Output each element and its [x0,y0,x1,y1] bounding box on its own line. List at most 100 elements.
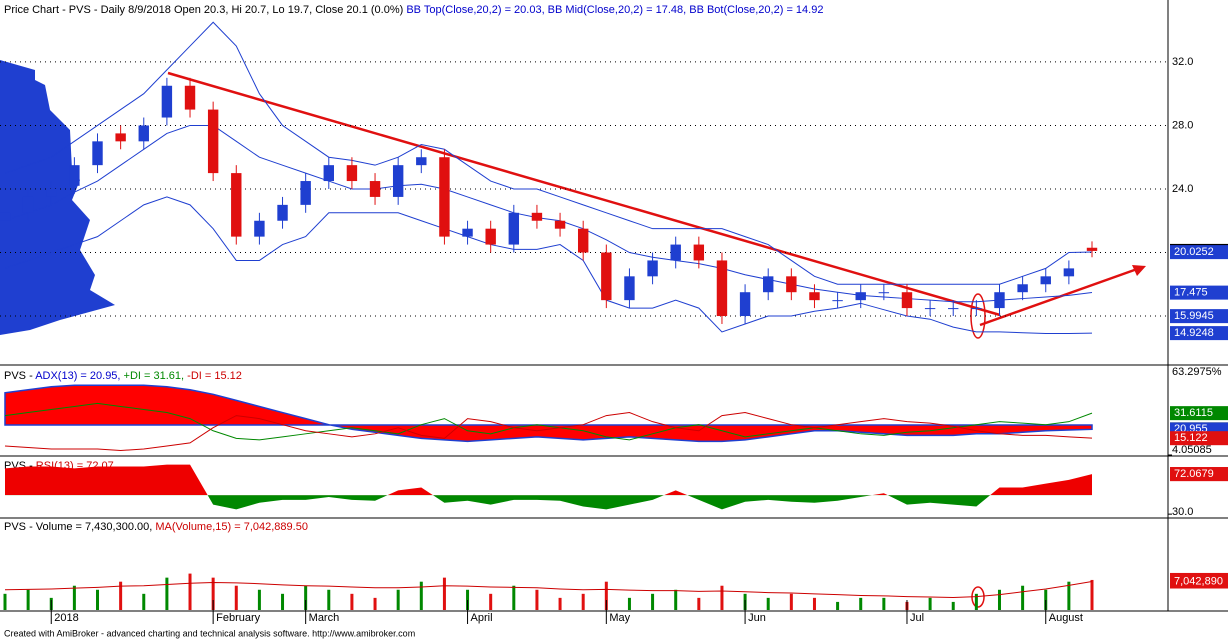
candle-body [161,85,173,118]
volume-bar [512,585,516,610]
volume-bar [304,585,308,610]
volume-bar [951,601,955,610]
volume-bar [419,581,423,610]
value-marker [1170,309,1228,324]
candle-body [207,109,219,174]
volume-bar [257,589,261,610]
trend-arrow [979,266,1141,327]
volume-bar [396,589,400,610]
volume-bar [489,593,493,610]
volume-bar [96,589,100,610]
candle-body [1086,247,1098,251]
trend-line [167,71,1001,317]
candle-body [115,133,126,142]
candle-body [994,292,1005,309]
volume-bar [1044,589,1048,610]
candle-body [184,85,196,110]
candle-body [300,181,311,205]
volume-bar [3,593,7,610]
volume-bar [26,589,30,610]
rsi-area-down [5,495,1092,510]
volume-bar [119,581,123,610]
header-part: BB Top(Close,20,2) = 20.03, BB Mid(Close… [406,4,823,16]
volume-bar [281,593,285,610]
candle-body [22,196,34,213]
value-marker [1170,245,1228,260]
volume-bar [211,577,215,610]
volume-bar [1067,581,1071,610]
candle-body [924,308,936,310]
candle-body [1017,284,1028,293]
panel-header: PVS - ADX(13) = 20.95, +DI = 31.61, -DI … [4,370,242,382]
volume-bar [859,597,863,610]
candle-body [277,204,288,221]
volume-bar [882,597,886,610]
candle-body [786,276,797,293]
value-marker [1170,574,1228,589]
candle-body [0,212,11,221]
candle-body [948,308,959,310]
candle-body [231,173,242,237]
volume-bar [466,589,470,610]
header-part: PVS - Volume = 7,430,300.00, [4,521,155,533]
volume-profile [0,60,115,335]
volume-bar [234,585,238,610]
value-marker-label: 15.122 [1174,432,1208,444]
volume-bar [997,589,1001,610]
candle-body [693,244,705,261]
value-marker-label: 31.6115 [1174,407,1213,419]
y-tick-label: 63.2975% [1172,366,1222,378]
y-tick-label: 24.0 [1172,183,1193,195]
candle-body [254,220,265,237]
value-marker-label: 72.0679 [1174,468,1214,480]
volume-ma [4,581,1093,598]
volume-bar [766,597,770,610]
di-line [4,402,1093,441]
x-tick-label: Jul [910,612,924,624]
volume-bar [674,589,678,610]
candle-body [439,157,450,237]
value-marker-label: 20.0252 [1174,246,1214,258]
candle-body [716,260,728,317]
header-part: -DI = 15.12 [187,370,242,382]
volume-bar [789,593,793,610]
value-marker [1170,285,1228,300]
candle-body [69,165,80,186]
volume-bar [350,593,354,610]
candle-body [531,212,543,221]
volume-bar [651,593,655,610]
volume-bar [165,577,169,610]
y-tick-label: 32.0 [1172,56,1193,68]
volume-bar [836,601,840,610]
value-marker [1170,431,1228,446]
candle-body [485,228,496,245]
value-marker [1170,406,1228,421]
x-tick-label: August [1049,612,1083,624]
x-tick-label: February [216,612,261,624]
candle-body [670,244,681,261]
panel-header: Price Chart - PVS - Daily 8/9/2018 Open … [4,4,823,16]
candle-body [323,165,334,182]
bollinger-band [4,196,1093,335]
volume-bar [188,573,192,610]
volume-bar [535,589,539,610]
panel-header: PVS - Volume = 7,430,300.00, MA(Volume,1… [4,521,308,533]
volume-bar [1021,585,1025,610]
candle-body [508,212,520,245]
candle-body [554,220,566,229]
volume-bar [142,593,146,610]
candle-body [763,276,774,293]
volume-bar [72,585,76,610]
volume-bar [812,597,816,610]
volume-bar [1090,579,1094,610]
bollinger-band [4,21,1093,285]
candle-body [647,260,658,277]
volume-bar [604,581,608,610]
y-tick-label: 30.0 [1172,506,1193,518]
candle-body [624,276,635,301]
candle-body [878,292,890,294]
candle-body [577,228,589,253]
header-part: Price Chart - PVS - Daily 8/9/2018 Open … [4,4,406,16]
volume-bar [581,593,585,610]
